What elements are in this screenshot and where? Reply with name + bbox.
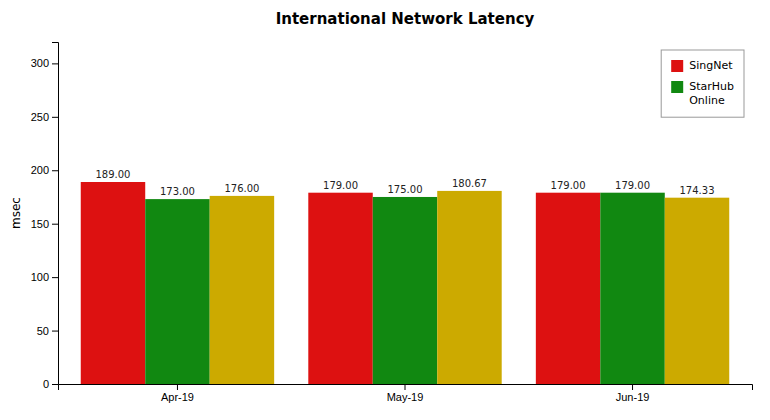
y-tick-mark [52, 117, 58, 118]
data-labels: 189.00 179.00 179.00 173.00 175.00 179.00 176.… [95, 169, 714, 197]
y-tick: 150 [31, 218, 58, 230]
data-label: 173.00 [160, 186, 195, 197]
bar [437, 191, 501, 384]
legend: SingNet StarHubOnline [661, 50, 744, 117]
y-tick-label: 200 [31, 164, 49, 176]
bar-series [81, 182, 601, 384]
chart: 189.00 179.00 179.00 173.00 175.00 179.00 176.… [0, 0, 770, 420]
bar [210, 196, 274, 384]
y-tick: 200 [31, 164, 58, 176]
y-tick-mark [52, 331, 58, 332]
x-axis-line [59, 385, 753, 391]
x-tick: Apr-19 [161, 384, 194, 403]
bar-series [145, 193, 665, 384]
legend-item: SingNet [671, 59, 733, 72]
bars [81, 182, 729, 384]
bar [308, 193, 372, 384]
y-tick-mark [52, 384, 58, 385]
plot-area: 189.00 179.00 179.00 173.00 175.00 179.00 176.… [31, 43, 753, 403]
bar [600, 193, 664, 384]
data-label: 179.00 [323, 180, 358, 191]
y-tick-label: 150 [31, 218, 49, 230]
x-tick-label: May-19 [387, 391, 424, 403]
bar [145, 199, 209, 384]
legend-item: StarHubOnline [671, 80, 734, 106]
data-label: 179.00 [551, 180, 586, 191]
x-tick-label: Apr-19 [161, 391, 194, 403]
data-label: 175.00 [388, 184, 423, 195]
bar [665, 198, 729, 384]
legend-swatch [671, 60, 683, 72]
y-tick: 100 [31, 271, 58, 283]
data-label: 189.00 [95, 169, 130, 180]
y-tick-label: 250 [31, 111, 49, 123]
y-axis: 0 50 100 150 200 250 300 [31, 43, 59, 391]
y-tick-mark [52, 170, 58, 171]
x-tick: May-19 [387, 384, 424, 403]
y-tick: 0 [43, 378, 58, 390]
bar [373, 197, 437, 384]
legend-label: StarHubOnline [689, 80, 734, 106]
legend-label: SingNet [689, 59, 733, 72]
y-tick-label: 50 [37, 325, 49, 337]
x-tick: Jun-19 [616, 384, 650, 403]
bar-series [210, 191, 730, 384]
y-axis-title: msec [9, 197, 23, 229]
x-tick-label: Jun-19 [616, 391, 650, 403]
bar [81, 182, 145, 384]
y-tick-label: 0 [43, 378, 49, 390]
y-tick-label: 100 [31, 271, 49, 283]
x-tick-mark [405, 384, 406, 390]
legend-swatch [671, 81, 683, 93]
x-tick-mark [177, 384, 178, 390]
title: International Network Latency [276, 10, 535, 28]
y-tick: 50 [37, 325, 58, 337]
y-tick-label: 300 [31, 57, 49, 69]
y-tick-mark [52, 63, 58, 64]
x-tick-mark [632, 384, 633, 390]
y-axis-line [52, 43, 59, 385]
data-label: 180.67 [452, 178, 487, 189]
data-label: 174.33 [680, 185, 715, 196]
x-axis: Apr-19 May-19 Jun-19 [59, 384, 753, 403]
bar [536, 193, 600, 384]
y-tick-mark [52, 277, 58, 278]
y-tick-mark [52, 224, 58, 225]
y-tick: 250 [31, 111, 58, 123]
y-tick: 300 [31, 57, 58, 69]
data-label: 179.00 [615, 180, 650, 191]
data-label: 176.00 [224, 183, 259, 194]
legend-box [661, 50, 744, 117]
